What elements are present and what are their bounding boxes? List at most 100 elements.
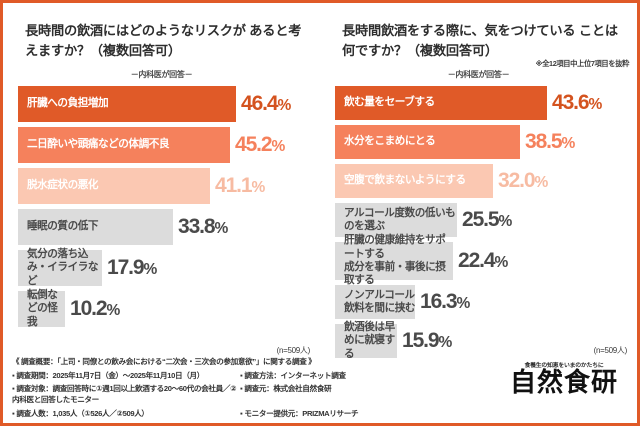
percent-sign: %	[143, 261, 157, 279]
bar-value-number: 43.6	[552, 91, 590, 115]
bar-row: 転倒などの怪我 10.2%	[18, 289, 310, 328]
right-respondent-note: －内科医が回答－	[447, 69, 510, 79]
bar-value-label: 15.9%	[402, 330, 452, 351]
survey-count: ▪ 調査人数：1,035人（①526人／②509人）	[12, 408, 149, 418]
bar-row: 水分をこまめにとる 38.5%	[335, 124, 627, 159]
bullet-icon: ▪	[240, 408, 243, 418]
monitor-provider: ▪ モニター提供元：PRIZMAリサーチ	[240, 408, 359, 418]
bar-row: 空腹で飲まないようにする 32.0%	[335, 163, 627, 198]
bar-row: 気分の落ち込み・イライラなど 17.9%	[18, 248, 310, 287]
percent-sign: %	[588, 96, 602, 114]
bar-fill: 睡眠の質の低下	[18, 208, 173, 245]
bar-value-number: 16.3	[420, 290, 458, 314]
left-panel-title: 長時間の飲酒にはどのようなリスクが あると考えますか？（複数回答可）	[25, 23, 302, 59]
bar-fill: アルコール度数の低いものを選ぶ	[335, 202, 457, 237]
bullet-icon: ▪	[240, 370, 243, 380]
percent-sign: %	[271, 138, 285, 156]
bar-category-label: ノンアルコール飲料を間に挟む	[344, 288, 416, 314]
bar-fill: 脱水症状の悪化	[18, 167, 210, 204]
bar-fill: 飲む量をセーブする	[335, 85, 547, 120]
survey-period-line: ▪ 調査期間：2025年11月7日（金）～2025年11月10日（月） ▪ 調査方法…	[12, 370, 500, 381]
company-logo: 食養生の知恵をいまのかたちに 自然食研	[500, 356, 628, 420]
bar-value-number: 10.2	[70, 297, 108, 321]
percent-sign: %	[438, 334, 452, 352]
bar-category-label: 肝臓の健康維持をサポートする 成分を事前・事後に摂取する	[344, 234, 446, 287]
survey-source: ▪ 調査元：株式会社自然食研	[240, 384, 332, 393]
bar-category-label: 転倒などの怪我	[27, 289, 58, 328]
bar-fill: 気分の落ち込み・イライラなど	[18, 248, 102, 287]
bar-row: 二日酔いや頭痛などの体調不良 45.2%	[18, 126, 310, 163]
survey-count-line: ▪ 調査人数：1,035人（①526人／②509人） ▪ モニター提供元：PRIZM…	[12, 408, 500, 419]
right-survey-panel: 長時間飲酒をする際に、気をつけている ことは何ですか？（複数回答可） ※全12項…	[320, 3, 637, 360]
percent-sign: %	[534, 174, 548, 192]
bar-value-label: 46.4%	[241, 93, 291, 114]
bar-row: 脱水症状の悪化 41.1%	[18, 167, 310, 204]
right-sample-size-note: (n=509人)	[593, 346, 628, 355]
bar-row: 肝臓の健康維持をサポートする 成分を事前・事後に摂取する 22.4%	[335, 234, 627, 286]
bullet-icon: ▪	[240, 384, 243, 393]
bar-value-number: 15.9	[402, 329, 440, 353]
bar-value-label: 17.9%	[107, 257, 157, 278]
bar-value-number: 22.4	[458, 249, 496, 273]
bar-value-number: 38.5	[525, 130, 563, 154]
bar-row: 飲酒後は早めに就寝する 15.9%	[335, 321, 627, 360]
survey-target-line: ▪ 調査対象：調査回答時に①週1回以上飲酒する20～60代の会社員／②内科医と回答…	[12, 383, 500, 405]
panels-container: 長時間の飲酒にはどのようなリスクが あると考えますか？（複数回答可） －内科医が…	[3, 3, 637, 360]
bar-value-label: 41.1%	[215, 175, 265, 196]
bar-value-label: 45.2%	[235, 134, 285, 155]
bar-value-number: 33.8	[178, 215, 216, 239]
bar-row: アルコール度数の低いものを選ぶ 25.5%	[335, 202, 627, 237]
survey-period: ▪ 調査期間：2025年11月7日（金）～2025年11月10日（月）	[12, 370, 204, 380]
bar-fill: 二日酔いや頭痛などの体調不良	[18, 126, 230, 163]
left-respondent-note: －内科医が回答－	[130, 69, 193, 79]
bar-value-label: 38.5%	[525, 131, 575, 152]
bar-row: ノンアルコール飲料を間に挟む 16.3%	[335, 284, 627, 319]
logo-tagline: 食養生の知恵をいまのかたちに	[524, 363, 604, 369]
survey-overview-line: 《 調査概要：「上司・同僚との飲み会における“二次会・三次会の参加意欲”」に関す…	[12, 357, 316, 366]
right-panel-title: 長時間飲酒をする際に、気をつけている ことは何ですか？（複数回答可）	[342, 23, 618, 59]
bar-value-label: 33.8%	[178, 216, 228, 237]
bar-category-label: 睡眠の質の低下	[27, 220, 99, 233]
bar-category-label: 飲酒後は早めに就寝する	[344, 321, 395, 360]
logo-name: 自然食研	[509, 368, 618, 398]
bar-value-number: 45.2	[235, 133, 273, 157]
bar-value-number: 25.5	[462, 208, 500, 232]
right-bar-chart: 飲む量をセーブする 43.6% 水分をこまめにとる 38.5% 空腹で飲まないようにする…	[330, 85, 627, 360]
percent-sign: %	[494, 254, 508, 272]
percent-sign: %	[106, 302, 120, 320]
bar-fill: 転倒などの怪我	[18, 289, 65, 328]
bar-category-label: 気分の落ち込み・イライラなど	[27, 248, 99, 287]
bar-row: 肝臓への負担増加 46.4%	[18, 85, 310, 122]
percent-sign: %	[251, 179, 265, 197]
percent-sign: %	[498, 213, 512, 231]
bar-value-label: 25.5%	[462, 209, 512, 230]
bar-fill: 水分をこまめにとる	[335, 124, 520, 159]
survey-method: ▪ 調査方法：インターネット調査	[240, 370, 346, 380]
bar-fill: 肝臓の健康維持をサポートする 成分を事前・事後に摂取する	[335, 234, 453, 286]
left-bar-chart: 肝臓への負担増加 46.4% 二日酔いや頭痛などの体調不良 45.2% 脱水症状の悪化 4…	[13, 85, 310, 328]
percent-sign: %	[277, 97, 291, 115]
bullet-icon: ▪	[12, 370, 15, 380]
bar-value-label: 10.2%	[70, 298, 120, 319]
bar-category-label: 肝臓への負担増加	[27, 97, 109, 110]
bullet-icon: ▪	[12, 408, 15, 418]
bar-category-label: 飲む量をセーブする	[344, 96, 435, 109]
bar-value-label: 32.0%	[498, 170, 548, 191]
bar-value-label: 16.3%	[420, 291, 470, 312]
bar-category-label: 水分をこまめにとる	[344, 135, 436, 148]
survey-target: ▪ 調査対象：調査回答時に①週1回以上飲酒する20～60代の会社員／②内科医と回答…	[12, 384, 237, 404]
bar-fill: 飲酒後は早めに就寝する	[335, 321, 397, 360]
bar-fill: ノンアルコール飲料を間に挟む	[335, 284, 416, 319]
left-sample-size-note: (n=509人)	[276, 346, 311, 355]
bar-category-label: 脱水症状の悪化	[27, 179, 99, 192]
bar-category-label: 空腹で飲まないようにする	[344, 174, 466, 187]
bar-fill: 肝臓への負担増加	[18, 85, 236, 122]
bar-row: 飲む量をセーブする 43.6%	[335, 85, 627, 120]
bar-category-label: アルコール度数の低いものを選ぶ	[344, 206, 456, 232]
bar-value-number: 32.0	[498, 169, 536, 193]
left-survey-panel: 長時間の飲酒にはどのようなリスクが あると考えますか？（複数回答可） －内科医が…	[3, 3, 320, 358]
bar-value-number: 17.9	[107, 256, 145, 280]
right-excerpt-note: ※全12項目中上位7項目を抜粋	[535, 59, 629, 68]
bar-value-label: 22.4%	[458, 250, 508, 271]
